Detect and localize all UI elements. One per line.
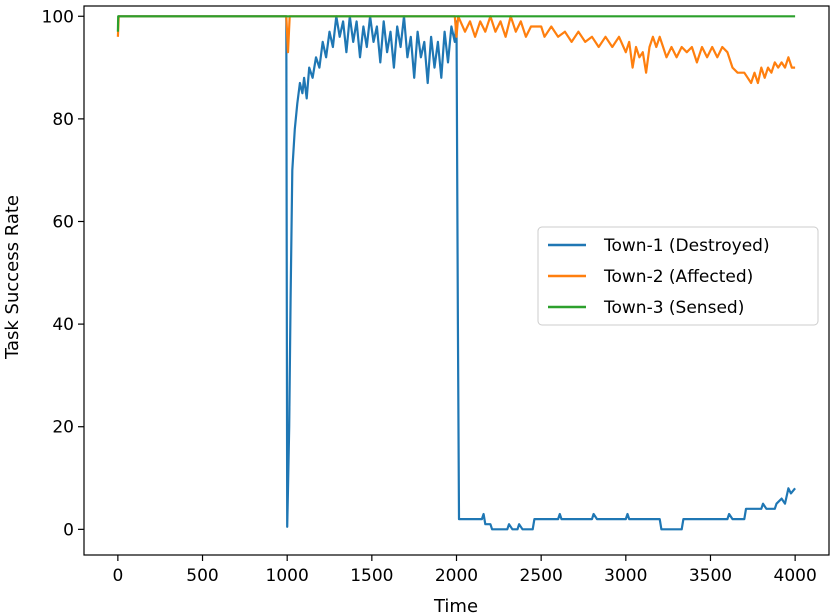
series-line-1: [117, 15, 796, 531]
legend: Town-1 (Destroyed) Town-2 (Affected) Town-…: [537, 226, 819, 326]
series-line-2: [116, 15, 796, 85]
y-tick-label: 20: [52, 418, 74, 438]
legend-label-1: Town-1 (Destroyed): [603, 236, 770, 256]
series-line-3: [116, 15, 796, 32]
series-layer: [116, 15, 796, 531]
y-tick-label: 80: [52, 110, 74, 130]
ticks-layer: 0 500 1000 1500 2000 2500 3000 3500 4000 0 20 40 60 8…: [42, 7, 817, 586]
legend-label-2: Town-2 (Affected): [603, 267, 753, 287]
y-axis-label: Task Success Rate: [2, 195, 23, 360]
x-tick-label: 3000: [604, 566, 647, 586]
x-tick-label: 1500: [350, 566, 393, 586]
legend-box: [537, 226, 819, 326]
y-tick-label: 100: [42, 7, 74, 27]
x-axis-label: Time: [433, 596, 478, 616]
legend-label-3: Town-3 (Sensed): [603, 298, 744, 318]
x-tick-label: 500: [186, 566, 218, 586]
y-tick-label: 0: [63, 520, 74, 540]
y-tick-label: 60: [52, 212, 74, 232]
x-tick-label: 3500: [689, 566, 732, 586]
x-tick-label: 0: [112, 566, 123, 586]
x-tick-label: 1000: [266, 566, 309, 586]
x-tick-label: 2000: [435, 566, 478, 586]
x-tick-label: 2500: [520, 566, 563, 586]
x-tick-label: 4000: [774, 566, 817, 586]
y-tick-label: 40: [52, 315, 74, 335]
